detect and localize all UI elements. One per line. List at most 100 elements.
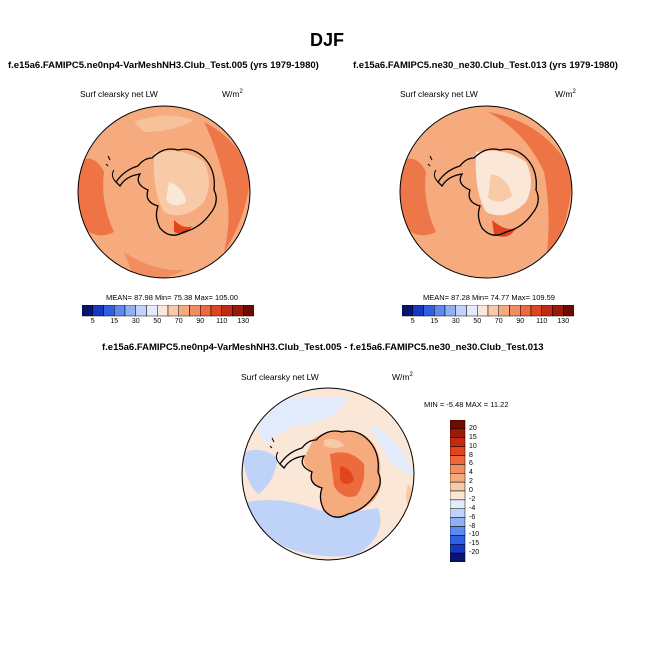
colorbar-tick-label: 5 xyxy=(90,318,95,325)
colorbar-swatch xyxy=(82,305,93,317)
colorbar-tick-label: 4 xyxy=(469,469,473,477)
colorbar-swatch xyxy=(243,305,254,317)
diff-stats: MIN = -5.48 MAX = 11.22 xyxy=(424,400,509,409)
colorbar-tick-label: 6 xyxy=(469,460,473,468)
colorbar-swatch xyxy=(466,305,478,317)
diff-variable-label: Surf clearsky net LW xyxy=(241,372,319,382)
panel1-units: W/m2 xyxy=(222,89,243,99)
colorbar-swatch xyxy=(189,305,201,317)
colorbar-swatch xyxy=(450,517,466,527)
colorbar-swatch xyxy=(124,305,136,317)
colorbar-swatch xyxy=(167,305,179,317)
colorbar-swatch xyxy=(563,305,574,317)
panel1-variable-label: Surf clearsky net LW xyxy=(80,89,158,99)
colorbar-tick-label: -15 xyxy=(469,540,480,548)
colorbar-swatch xyxy=(200,305,212,317)
panel1-polar-map xyxy=(77,105,251,279)
colorbar-tick-label: 8 xyxy=(469,451,473,459)
colorbar-swatch xyxy=(450,428,466,438)
colorbar-tick-label: 50 xyxy=(473,318,482,325)
colorbar-swatch xyxy=(450,544,466,554)
colorbar-tick-label: 90 xyxy=(516,318,525,325)
panel2-colorbar-labels: 5 15 30 50 70 90 110 130 xyxy=(402,318,574,328)
colorbar-swatch xyxy=(444,305,456,317)
colorbar-swatch xyxy=(423,305,435,317)
colorbar-swatch xyxy=(498,305,510,317)
colorbar-swatch xyxy=(434,305,446,317)
colorbar-swatch xyxy=(157,305,169,317)
panel1-stats: MEAN= 87.98 Min= 75.38 Max= 105.00 xyxy=(106,293,238,302)
panel2-polar-map xyxy=(399,105,573,279)
colorbar-swatch xyxy=(146,305,158,317)
colorbar-swatch xyxy=(450,446,466,456)
diff-polar-map xyxy=(241,387,415,561)
panel2-case-title: f.e15a6.FAMIPC5.ne30_ne30.Club_Test.013 … xyxy=(353,60,618,71)
colorbar-tick-label: 15 xyxy=(430,318,439,325)
colorbar-tick-label: 110 xyxy=(536,318,548,325)
colorbar-swatch xyxy=(530,305,542,317)
colorbar-tick-label: 10 xyxy=(469,442,477,450)
colorbar-swatch xyxy=(92,305,104,317)
colorbar-swatch xyxy=(450,499,466,509)
colorbar-swatch xyxy=(221,305,233,317)
panel2-stats: MEAN= 87.28 Min= 74.77 Max= 109.59 xyxy=(423,293,555,302)
colorbar-tick-label: 5 xyxy=(410,318,415,325)
colorbar-tick-label: -4 xyxy=(469,504,476,512)
colorbar-tick-label: 130 xyxy=(557,318,570,325)
colorbar-tick-label: -20 xyxy=(469,549,480,557)
colorbar-swatch xyxy=(210,305,222,317)
colorbar-tick-label: -8 xyxy=(469,522,476,530)
colorbar-tick-label: 15 xyxy=(110,318,119,325)
colorbar-tick-label: 20 xyxy=(469,424,477,432)
colorbar-swatch xyxy=(487,305,499,317)
colorbar-swatch xyxy=(509,305,521,317)
colorbar-swatch xyxy=(541,305,553,317)
colorbar-swatch xyxy=(450,490,466,501)
diff-colorbar-labels: 20 15 10 8 6 4 2 0 -2 -4 -6 -8 -10 -15 -20 xyxy=(469,420,499,562)
colorbar-swatch xyxy=(135,305,147,317)
colorbar-swatch xyxy=(450,526,466,536)
colorbar-swatch xyxy=(455,305,467,317)
colorbar-tick-label: 70 xyxy=(174,318,183,325)
colorbar-tick-label: 90 xyxy=(196,318,205,325)
colorbar-swatch xyxy=(450,464,466,474)
colorbar-swatch xyxy=(520,305,532,317)
colorbar-swatch xyxy=(114,305,126,317)
diff-colorbar xyxy=(450,420,466,562)
colorbar-tick-label: 50 xyxy=(153,318,162,325)
colorbar-swatch xyxy=(232,305,244,317)
colorbar-swatch xyxy=(412,305,424,317)
colorbar-tick-label: 130 xyxy=(237,318,250,325)
colorbar-tick-label: 30 xyxy=(451,318,460,325)
colorbar-tick-label: 70 xyxy=(494,318,503,325)
colorbar-swatch xyxy=(450,420,466,430)
panel1-colorbar xyxy=(82,305,254,317)
panel1-case-title: f.e15a6.FAMIPC5.ne0np4-VarMeshNH3.Club_T… xyxy=(8,60,319,71)
panel2-units: W/m2 xyxy=(555,89,576,99)
colorbar-tick-label: 30 xyxy=(131,318,140,325)
panel1-colorbar-labels: 5 15 30 50 70 90 110 130 xyxy=(82,318,254,328)
colorbar-swatch xyxy=(450,437,466,447)
diff-units: W/m2 xyxy=(392,372,413,382)
colorbar-swatch xyxy=(450,455,466,465)
colorbar-swatch xyxy=(402,305,413,317)
colorbar-tick-label: -10 xyxy=(469,531,480,539)
colorbar-tick-label: 0 xyxy=(469,487,473,494)
diff-case-title: f.e15a6.FAMIPC5.ne0np4-VarMeshNH3.Club_T… xyxy=(102,342,544,353)
colorbar-swatch xyxy=(450,481,466,492)
colorbar-tick-label: 15 xyxy=(469,433,477,441)
colorbar-swatch xyxy=(477,305,489,317)
colorbar-swatch xyxy=(450,535,466,545)
colorbar-tick-label: 2 xyxy=(469,478,473,486)
colorbar-swatch xyxy=(178,305,190,317)
panel2-variable-label: Surf clearsky net LW xyxy=(400,89,478,99)
colorbar-swatch xyxy=(103,305,115,317)
colorbar-tick-label: -6 xyxy=(469,513,476,521)
colorbar-swatch xyxy=(552,305,564,317)
colorbar-swatch xyxy=(450,552,466,562)
panel2-colorbar xyxy=(402,305,574,317)
colorbar-tick-label: 110 xyxy=(216,318,228,325)
figure-title: DJF xyxy=(309,30,344,50)
colorbar-swatch xyxy=(450,473,466,483)
colorbar-swatch xyxy=(450,508,466,518)
